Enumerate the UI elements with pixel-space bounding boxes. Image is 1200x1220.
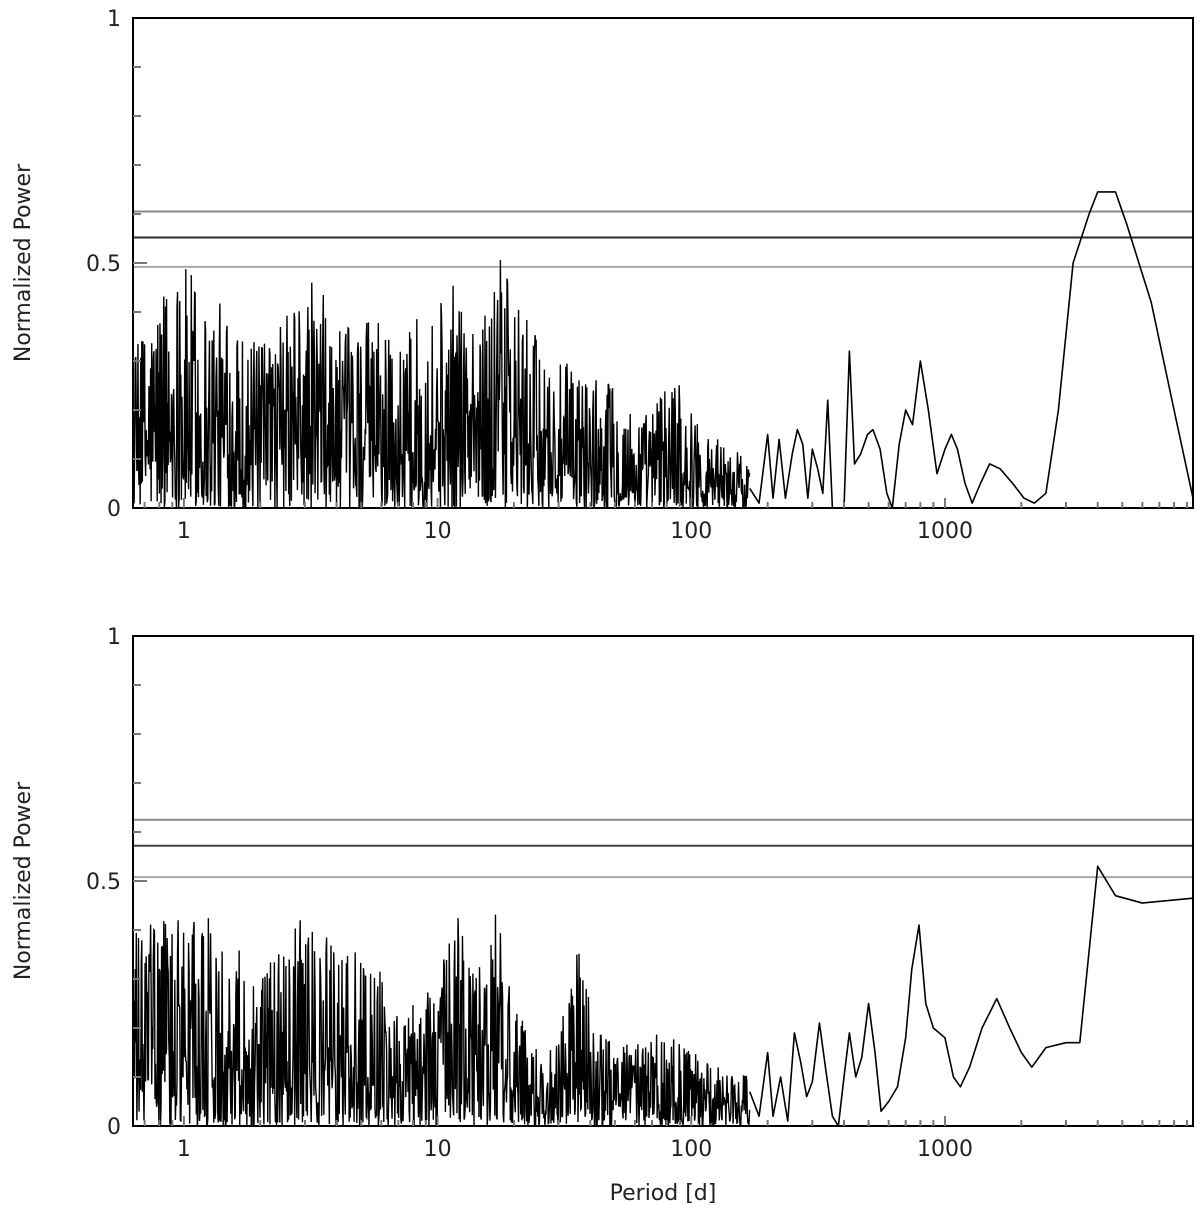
periodogram-line-1 — [748, 865, 1193, 1126]
y-axis-label: Normalized Power — [11, 163, 36, 362]
periodogram-noise — [133, 260, 751, 508]
y-tick-label: 1 — [107, 7, 121, 32]
y-tick-label: 0.5 — [86, 252, 121, 277]
y-tick-label: 0.5 — [86, 870, 121, 895]
periodogram-line-1 — [749, 191, 1193, 508]
x-axis-label: Period [d] — [610, 1181, 717, 1206]
x-tick-label: 1 — [177, 519, 191, 544]
x-tick-label: 10 — [424, 519, 452, 544]
y-tick-label: 0 — [107, 497, 121, 522]
y-axis-label: Normalized Power — [11, 781, 36, 980]
x-tick-label: 1000 — [917, 519, 973, 544]
plot-frame — [132, 635, 1194, 1127]
x-tick-label: 100 — [670, 1137, 712, 1162]
panel-top: 1 10 100 1000 0 0.5 1 Normalized Power — [11, 7, 1194, 544]
x-tick-label: 10 — [424, 1137, 452, 1162]
x-tick-label: 100 — [670, 519, 712, 544]
periodogram-noise — [133, 914, 751, 1126]
x-tick-label: 1 — [177, 1137, 191, 1162]
y-tick-label: 0 — [107, 1115, 121, 1140]
y-tick-label: 1 — [107, 625, 121, 650]
x-tick-label: 1000 — [917, 1137, 973, 1162]
panel-bottom: 1 10 100 1000 0 0.5 1 Normalized Power Period [d… — [11, 625, 1194, 1206]
